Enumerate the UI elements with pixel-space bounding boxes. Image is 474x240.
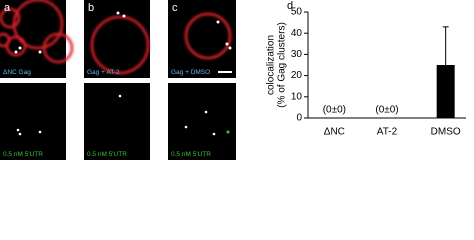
x-tick-label: AT-2 <box>377 127 398 138</box>
micrograph <box>0 83 66 160</box>
y-tick-label: 20 <box>291 70 303 81</box>
micrograph <box>168 0 236 78</box>
y-tick-label: 40 <box>291 28 303 39</box>
panel-label: c <box>172 2 178 14</box>
caption: 0.5 nM 5'UTR <box>3 151 43 158</box>
arrows <box>184 110 230 136</box>
scale-bar <box>218 71 232 73</box>
arrows <box>14 46 42 54</box>
panel-b: b Gag + AT-2 0.5 nM 5'UTR <box>84 0 150 160</box>
panel-label: b <box>88 2 94 14</box>
panel-c: c Gag + DMSO 0.5 nM 5'UTR <box>168 0 236 160</box>
x-tick-label: ΔNC <box>324 127 345 138</box>
arrows <box>16 128 42 136</box>
caption: Gag + AT-2 <box>87 69 120 76</box>
arrows <box>116 11 126 18</box>
arrows <box>216 20 232 50</box>
bar <box>436 65 455 118</box>
figure: a ΔNC Gag 0.5 nM 5'UTR b Gag + AT-2 0.5 … <box>0 0 466 160</box>
value-label: (0±0) <box>375 105 398 116</box>
membrane <box>90 15 150 75</box>
micrograph <box>168 83 236 160</box>
caption: 0.5 nM 5'UTR <box>171 151 211 158</box>
caption: 0.5 nM 5'UTR <box>87 151 127 158</box>
panel-label: a <box>4 2 11 14</box>
y-tick-label: 50 <box>291 7 303 18</box>
value-label: (0±0) <box>323 105 346 116</box>
y-tick-label: 10 <box>291 91 303 102</box>
caption: ΔNC Gag <box>3 69 31 76</box>
y-axis-label: (% of Gag clusters) <box>277 22 288 108</box>
caption: Gag + DMSO <box>171 69 210 76</box>
micrograph <box>84 83 150 160</box>
arrows <box>118 94 122 98</box>
panel-label: d <box>287 0 293 12</box>
x-tick-label: DMSO <box>431 127 461 138</box>
membrane <box>184 12 232 60</box>
y-axis-label: colocalization <box>266 35 277 95</box>
panel-a: a ΔNC Gag 0.5 nM 5'UTR <box>0 0 74 160</box>
y-tick-label: 30 <box>291 49 303 60</box>
y-tick-label: 0 <box>296 113 302 124</box>
bar-chart: d 0 10 20 30 40 50 colocalization (% of Gag clu… <box>266 0 466 138</box>
membrane <box>0 0 74 64</box>
